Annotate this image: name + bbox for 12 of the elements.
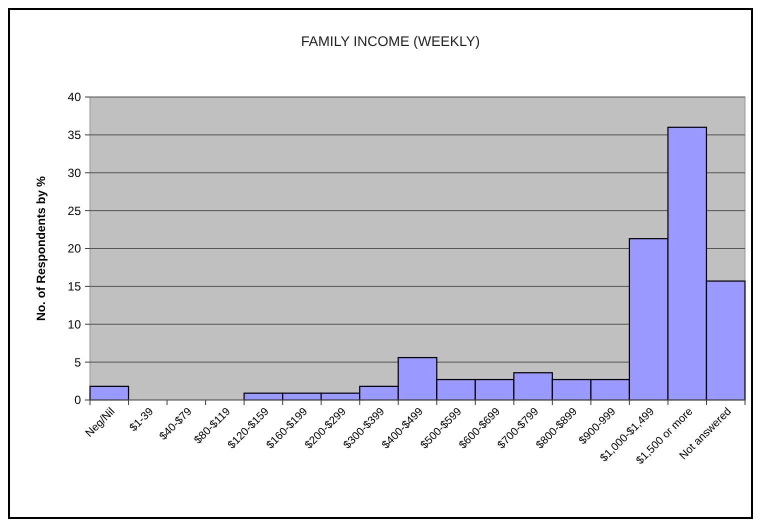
y-tick-label: 30 xyxy=(68,166,82,180)
bar xyxy=(89,386,130,401)
y-axis-title: No. of Respondents by % xyxy=(34,176,48,321)
y-tick-label: 20 xyxy=(68,242,82,256)
y-tick-label: 25 xyxy=(68,204,82,218)
y-tick-label: 5 xyxy=(74,355,82,370)
y-tick-label: 0 xyxy=(74,393,82,408)
y-tick-label: 35 xyxy=(68,128,82,142)
y-tick-label: 10 xyxy=(68,317,82,332)
y-tick-label: 40 xyxy=(68,90,82,104)
y-tick-label: 15 xyxy=(68,280,82,294)
chart-title: FAMILY INCOME (WEEKLY) xyxy=(301,33,480,49)
